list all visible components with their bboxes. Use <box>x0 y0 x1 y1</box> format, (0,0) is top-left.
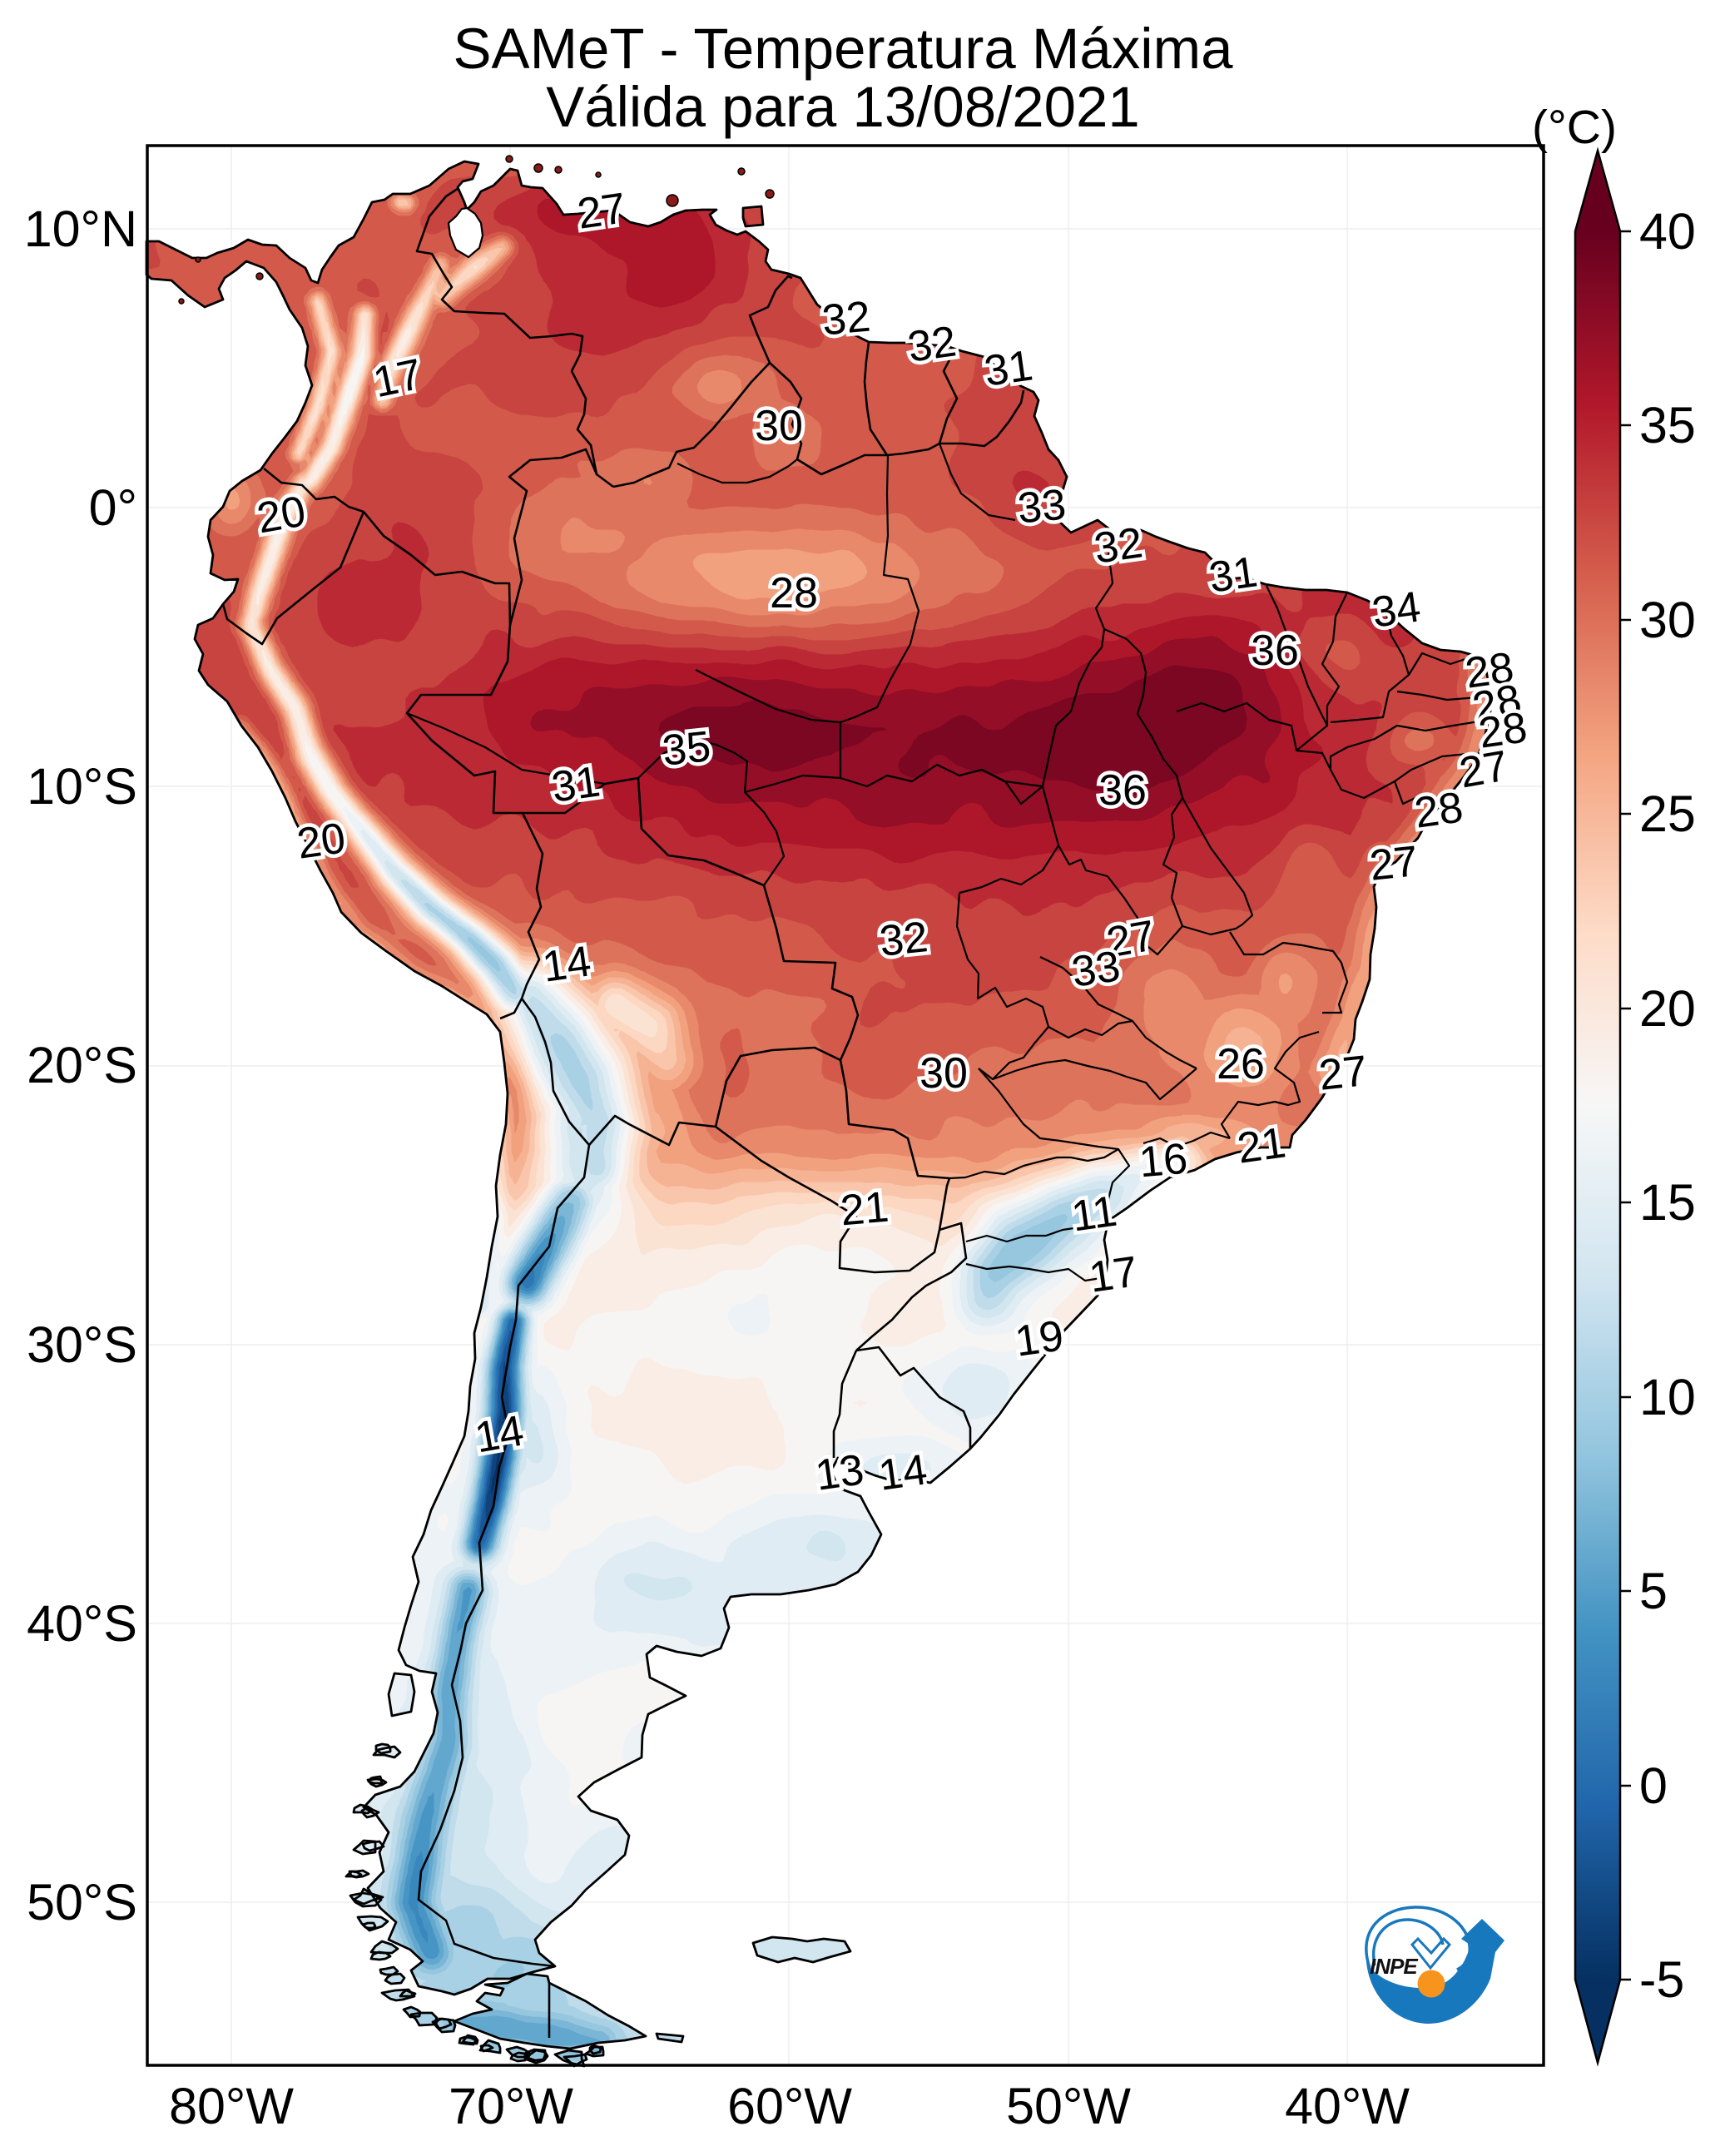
svg-text:80°W: 80°W <box>169 2078 294 2134</box>
svg-text:30°S: 30°S <box>27 1316 137 1373</box>
svg-text:35: 35 <box>1639 397 1696 454</box>
svg-text:50°S: 50°S <box>27 1874 137 1930</box>
svg-text:13: 13 <box>812 1445 866 1499</box>
svg-text:27: 27 <box>1103 911 1158 967</box>
svg-text:28: 28 <box>1475 703 1529 757</box>
svg-text:27: 27 <box>574 184 628 238</box>
svg-text:33: 33 <box>1016 481 1068 533</box>
svg-text:14: 14 <box>471 1406 527 1462</box>
svg-text:34: 34 <box>1369 582 1423 637</box>
svg-text:14: 14 <box>539 937 593 991</box>
svg-text:20°S: 20°S <box>27 1037 137 1093</box>
svg-text:20: 20 <box>253 487 309 543</box>
svg-text:30: 30 <box>919 1049 968 1098</box>
svg-text:27: 27 <box>1316 1047 1370 1100</box>
svg-text:32: 32 <box>820 293 873 345</box>
svg-text:32: 32 <box>1091 518 1145 572</box>
svg-text:SAMeT - Temperatura Máxima: SAMeT - Temperatura Máxima <box>454 17 1234 81</box>
svg-text:30: 30 <box>1639 592 1696 648</box>
svg-text:36: 36 <box>1251 627 1299 675</box>
svg-text:60°W: 60°W <box>727 2078 852 2134</box>
svg-text:36: 36 <box>1098 766 1147 815</box>
svg-text:40°S: 40°S <box>27 1595 137 1652</box>
svg-text:(°C): (°C) <box>1532 101 1617 154</box>
svg-text:32: 32 <box>905 317 959 371</box>
svg-text:19: 19 <box>1012 1311 1066 1365</box>
svg-text:26: 26 <box>1217 1040 1265 1088</box>
svg-text:28: 28 <box>1462 643 1516 697</box>
svg-text:40°W: 40°W <box>1285 2078 1410 2134</box>
svg-text:27: 27 <box>1455 741 1511 797</box>
svg-text:15: 15 <box>1639 1174 1696 1231</box>
svg-text:31: 31 <box>1206 548 1260 602</box>
svg-text:25: 25 <box>1639 786 1696 842</box>
svg-text:30: 30 <box>755 402 803 450</box>
svg-text:20: 20 <box>1639 980 1696 1037</box>
svg-text:33: 33 <box>1068 942 1123 996</box>
svg-text:27: 27 <box>1367 837 1420 890</box>
svg-text:50°W: 50°W <box>1006 2078 1131 2134</box>
svg-text:28: 28 <box>1411 783 1465 837</box>
svg-text:32: 32 <box>877 913 930 966</box>
svg-text:17: 17 <box>369 350 427 408</box>
svg-text:20: 20 <box>294 814 348 868</box>
svg-text:11: 11 <box>1068 1187 1120 1242</box>
svg-text:Válida para 13/08/2021: Válida para 13/08/2021 <box>546 75 1140 139</box>
svg-text:10: 10 <box>1639 1369 1696 1425</box>
svg-text:31: 31 <box>548 757 602 811</box>
svg-text:10°N: 10°N <box>24 201 137 257</box>
svg-text:14: 14 <box>875 1445 929 1499</box>
svg-text:70°W: 70°W <box>449 2078 573 2134</box>
svg-text:16: 16 <box>1138 1135 1190 1187</box>
svg-text:0: 0 <box>1639 1757 1668 1814</box>
svg-text:28: 28 <box>770 569 818 617</box>
svg-text:31: 31 <box>981 341 1035 395</box>
svg-text:21: 21 <box>839 1183 891 1236</box>
svg-text:-5: -5 <box>1639 1951 1684 2008</box>
svg-text:40: 40 <box>1639 203 1696 260</box>
svg-text:35: 35 <box>660 722 713 776</box>
svg-text:0°: 0° <box>89 479 137 536</box>
svg-text:10°S: 10°S <box>27 758 137 815</box>
svg-text:17: 17 <box>1086 1247 1140 1301</box>
svg-text:21: 21 <box>1234 1118 1288 1172</box>
svg-text:5: 5 <box>1639 1563 1668 1619</box>
svg-text:INPE: INPE <box>1370 1954 1418 1979</box>
